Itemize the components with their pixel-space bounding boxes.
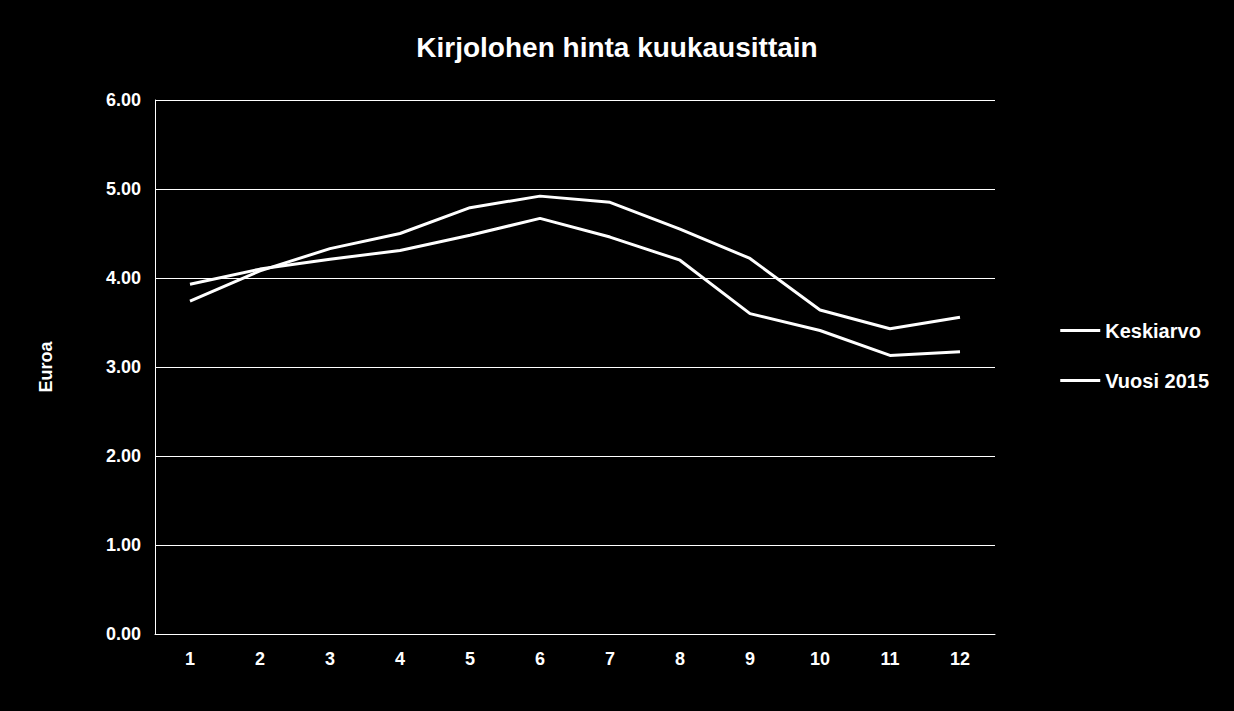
svg-text:6.00: 6.00 <box>106 90 141 110</box>
svg-text:12: 12 <box>950 649 970 669</box>
svg-text:10: 10 <box>810 649 830 669</box>
svg-text:2.00: 2.00 <box>106 446 141 466</box>
svg-text:Euroa: Euroa <box>36 341 56 393</box>
svg-text:6: 6 <box>535 649 545 669</box>
svg-text:1.00: 1.00 <box>106 535 141 555</box>
svg-text:7: 7 <box>605 649 615 669</box>
svg-text:1: 1 <box>185 649 195 669</box>
svg-text:Vuosi 2015: Vuosi 2015 <box>1105 370 1209 392</box>
svg-text:8: 8 <box>675 649 685 669</box>
svg-text:2: 2 <box>255 649 265 669</box>
svg-text:11: 11 <box>880 649 899 669</box>
svg-text:Keskiarvo: Keskiarvo <box>1105 320 1201 342</box>
svg-text:4: 4 <box>395 649 405 669</box>
svg-text:4.00: 4.00 <box>106 268 141 288</box>
svg-text:9: 9 <box>745 649 755 669</box>
svg-text:5.00: 5.00 <box>106 179 141 199</box>
svg-text:Kirjolohen hinta kuukausittain: Kirjolohen hinta kuukausittain <box>416 32 817 63</box>
svg-text:5: 5 <box>465 649 475 669</box>
svg-text:3.00: 3.00 <box>106 357 141 377</box>
svg-text:0.00: 0.00 <box>106 624 141 644</box>
svg-text:3: 3 <box>325 649 335 669</box>
